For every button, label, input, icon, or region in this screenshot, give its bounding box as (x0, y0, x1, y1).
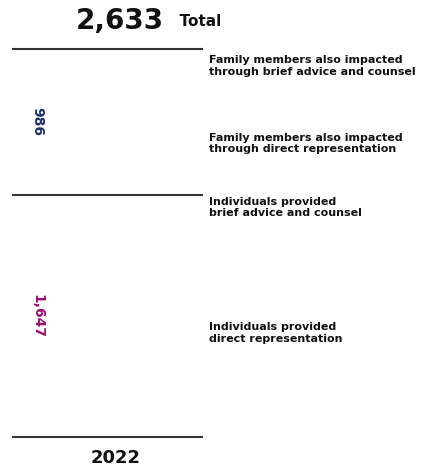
Text: 2022: 2022 (91, 449, 140, 467)
Text: 237: 237 (120, 203, 155, 221)
Text: Family members also impacted
through direct representation: Family members also impacted through dir… (209, 133, 402, 154)
Text: Individuals provided
brief advice and counsel: Individuals provided brief advice and co… (209, 196, 361, 218)
Text: 696: 696 (120, 134, 155, 152)
Text: Total: Total (169, 14, 221, 29)
Text: Individuals provided
direct representation: Individuals provided direct representati… (209, 322, 342, 344)
Text: Family members also impacted
through brief advice and counsel: Family members also impacted through bri… (209, 55, 415, 77)
Text: 2,633: 2,633 (76, 7, 164, 35)
Text: 986: 986 (31, 108, 45, 136)
Text: 1,410: 1,410 (111, 324, 164, 342)
Text: 1,647: 1,647 (31, 294, 45, 338)
Text: 290: 290 (120, 62, 155, 80)
